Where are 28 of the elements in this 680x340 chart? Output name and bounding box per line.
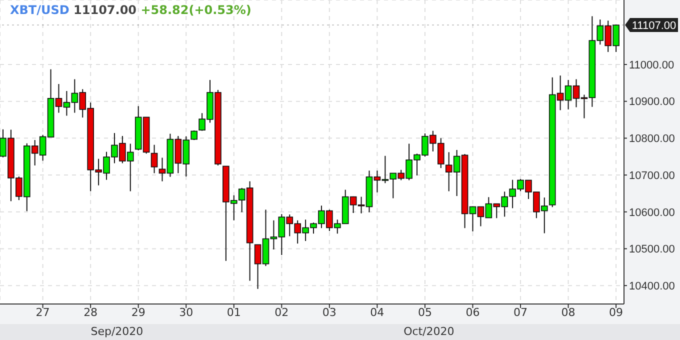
x-tick-label: 29: [131, 306, 146, 319]
text: Oct/2020: [402, 325, 456, 338]
y-tick-label: 10800.00: [629, 133, 675, 146]
x-tick-label: 02: [274, 306, 289, 319]
x-tick-label: 05: [418, 306, 432, 319]
y-tick-label: 10500.00: [629, 244, 675, 256]
ref-line-label: 11107.00: [632, 20, 676, 32]
annotation: 11107.00: [74, 3, 137, 17]
x-tick-label: 06: [466, 306, 480, 319]
x-tick-label: 04: [370, 306, 384, 319]
x-tick-label: 08: [561, 306, 576, 319]
chart-title: XBT/USD: [10, 3, 70, 17]
y-tick-label: 10600.00: [629, 206, 675, 219]
y-tick-label: 10900.00: [629, 96, 675, 108]
x-tick-label: 09: [609, 306, 624, 319]
x-tick-label: 01: [226, 306, 241, 319]
x-tick-label: 27: [36, 306, 50, 319]
candlestick: [190, 130, 198, 141]
y-tick-label: 10700.00: [629, 170, 675, 182]
y-tick-label: 11000.00: [629, 59, 674, 72]
annotation: +58.82(+0.53%): [140, 3, 252, 17]
x-tick-label: 07: [514, 306, 528, 319]
x-tick-label: 03: [322, 306, 336, 319]
x-tick-label: 30: [179, 306, 194, 319]
candlestick: [150, 144, 158, 174]
text: Sep/2020: [90, 325, 144, 338]
y-tick-label: 10400.00: [629, 280, 675, 292]
x-tick-label: 28: [84, 306, 98, 319]
